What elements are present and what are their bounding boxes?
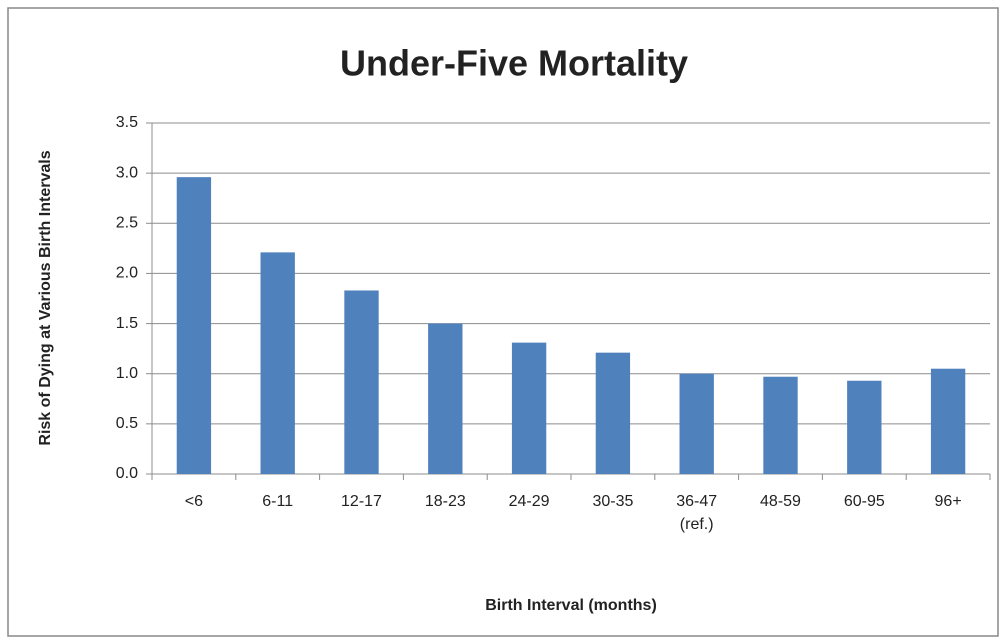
x-tick-label: 96+ [935,493,962,510]
bar [511,342,547,474]
y-tick-label: 3.5 [116,114,138,131]
chart-title: Under-Five Mortality [340,43,688,84]
y-tick-label: 2.5 [116,215,138,232]
y-tick-label: 0.5 [116,415,138,432]
y-tick-label: 2.0 [116,265,138,282]
y-tick-label: 3.0 [116,164,138,181]
bar [176,177,212,474]
x-tick-label: 12-17 [341,493,382,510]
bar [260,252,295,474]
y-tick-label: 1.0 [116,365,138,382]
x-tick-label: 6-11 [262,493,293,510]
chart-border [7,7,999,637]
bar [595,352,631,474]
y-tick-label: 0.0 [116,465,138,482]
x-tick-label: 36-47 (ref.) [676,493,717,533]
bar [930,368,966,474]
bar [344,290,379,474]
bar [428,323,463,474]
x-tick-label: 60-95 [844,493,885,510]
bar [679,373,714,474]
bar [763,376,798,474]
x-tick-label: 48-59 [760,493,801,510]
x-tick-label: 18-23 [425,493,466,510]
y-tick-label: 1.5 [116,315,138,332]
x-axis-label: Birth Interval (months) [485,597,657,614]
y-axis-label: Risk of Dying at Various Birth Intervals [37,150,54,445]
bar [847,380,882,474]
x-tick-label: 30-35 [592,493,633,510]
x-tick-label: 24-29 [509,493,550,510]
x-tick-label: <6 [185,493,203,510]
